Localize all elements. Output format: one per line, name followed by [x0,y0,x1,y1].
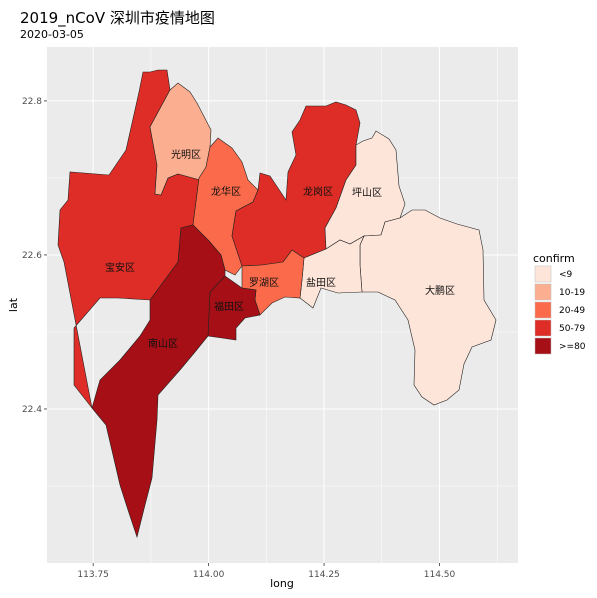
legend-label: 20-49 [559,306,585,316]
region-layer [57,69,497,539]
legend-label: 50-79 [559,324,585,334]
y-tick-label: 22.6 [22,251,42,261]
x-axis-title: long [270,577,294,590]
chart-title: 2019_nCoV 深圳市疫情地图 [20,9,215,27]
x-tick-label: 114.00 [193,570,225,580]
legend-key [534,337,552,355]
legend: confirm <9 10-19 20-49 50-79 >=80 [533,252,586,355]
region-label: 盐田区 [306,276,336,289]
legend-key [534,283,552,301]
region-dapeng[interactable] [359,209,497,406]
region-label: 龙岗区 [303,185,333,198]
region-label: 光明区 [171,148,201,161]
region-label: 坪山区 [352,186,382,199]
region-label: 福田区 [214,300,244,313]
region-nanshan[interactable] [91,224,226,539]
legend-title: confirm [533,252,575,265]
y-tick-label: 22.8 [22,97,42,107]
region-label: 罗湖区 [249,277,279,289]
legend-label: <9 [559,270,573,280]
y-axis-title: lat [7,297,20,312]
legend-key [534,265,552,283]
region-label: 龙华区 [211,185,241,198]
legend-key [534,301,552,319]
region-futian[interactable] [207,275,261,341]
region-label: 宝安区 [105,261,135,274]
x-tick-label: 113.75 [77,570,109,580]
legend-key [534,319,552,337]
x-tick-label: 114.25 [308,570,340,580]
y-tick-label: 22.4 [22,405,42,415]
axes: 113.75 114.00 114.25 114.50 22.4 22.6 22.8 [22,97,456,580]
x-tick-label: 114.50 [424,570,456,580]
region-label: 南山区 [148,337,178,350]
legend-label: >=80 [559,342,586,352]
region-label: 大鹏区 [425,284,455,297]
legend-label: 10-19 [559,288,585,298]
chart-subtitle: 2020-03-05 [20,28,84,41]
